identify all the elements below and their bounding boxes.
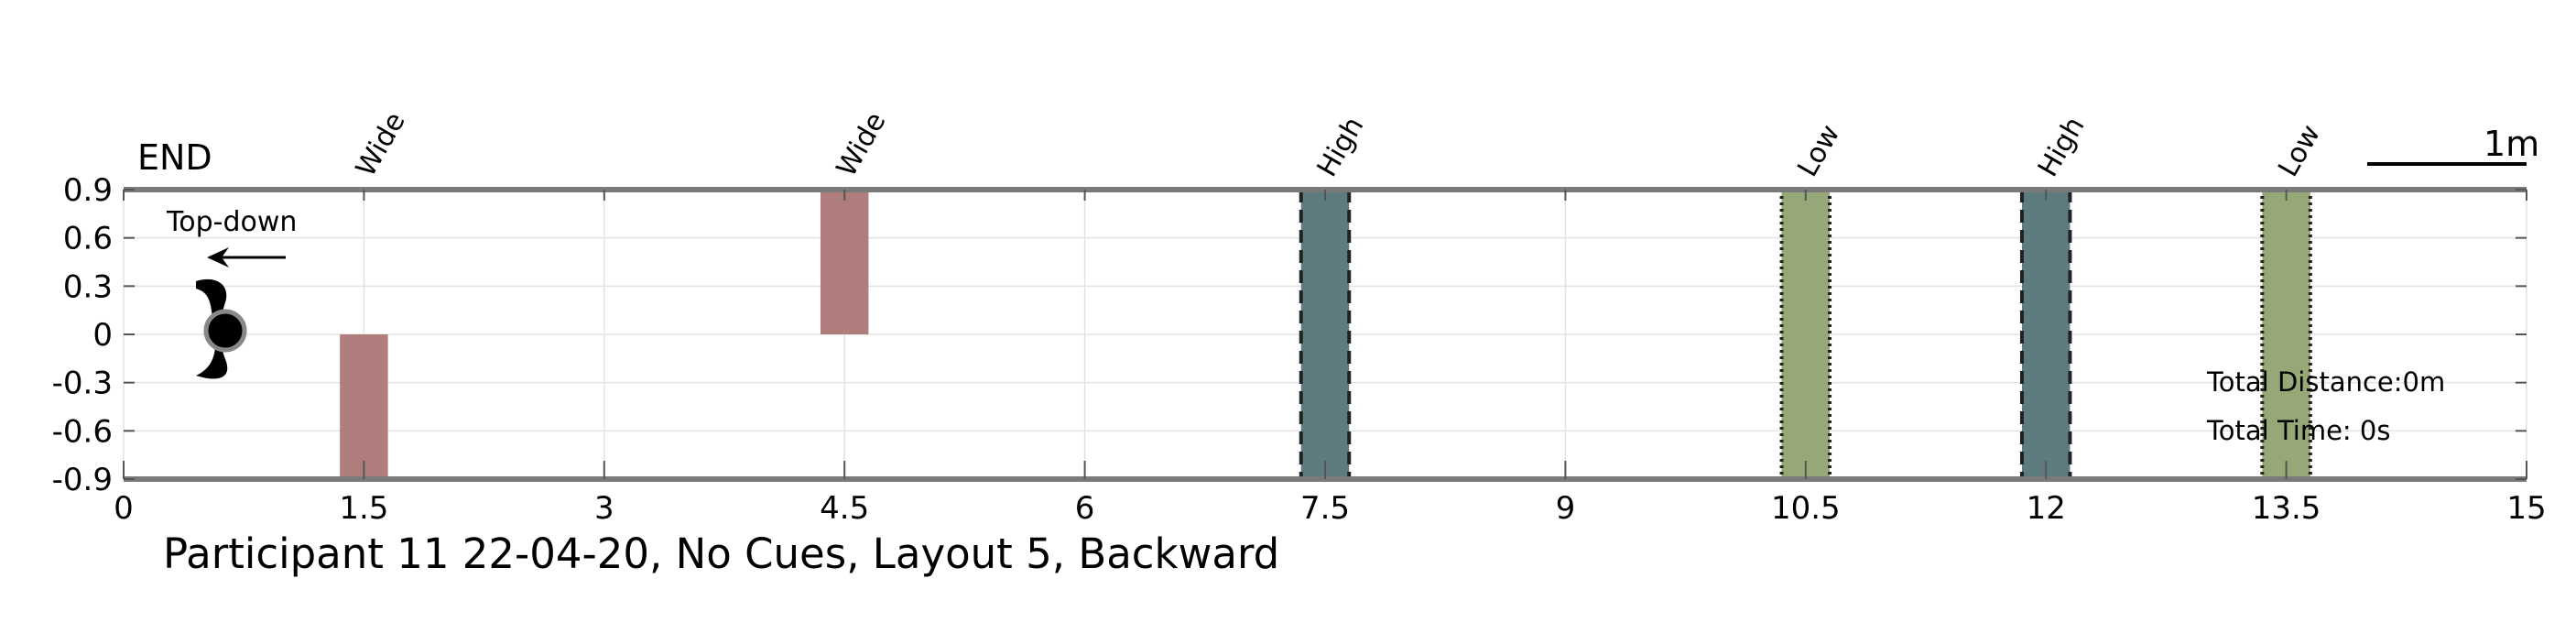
obstacle-bar — [1300, 190, 1350, 479]
view-label: Top-down — [167, 206, 298, 238]
total-distance-label: Total Distance:0m — [2207, 366, 2446, 398]
x-tick-label: 12 — [2027, 490, 2066, 527]
x-tick-label: 13.5 — [2252, 490, 2321, 527]
direction-arrow-icon — [207, 247, 286, 267]
y-tick-label: -0.6 — [52, 413, 113, 450]
walker-icon — [196, 278, 247, 379]
obstacle-bar — [2021, 190, 2071, 479]
x-tick-label: 1.5 — [339, 490, 388, 527]
x-tick-label: 0 — [114, 490, 134, 527]
y-tick-label: 0.9 — [63, 172, 113, 209]
obstacle-bars — [340, 188, 2312, 481]
obstacle-label: High — [2032, 112, 2092, 182]
obstacle-bar — [820, 190, 869, 334]
y-tick-label: -0.9 — [52, 462, 113, 498]
total-time-label: Total Time: 0s — [2207, 415, 2391, 446]
x-tick-label: 15 — [2506, 490, 2546, 527]
y-tick-labels: 0.9 0.6 0.3 0 -0.3 -0.6 -0.9 — [52, 172, 113, 498]
y-tick-label: 0 — [92, 317, 113, 354]
walker-body-icon — [196, 278, 228, 379]
x-tick-labels: 0 1.5 3 4.5 6 7.5 9 10.5 12 13.5 15 — [114, 490, 2546, 527]
scale-label: 1m — [2484, 124, 2540, 164]
obstacle-label: High — [1311, 112, 1371, 182]
x-tick-label: 10.5 — [1771, 490, 1841, 527]
x-tick-label: 3 — [594, 490, 614, 527]
y-tick-label: 0.6 — [63, 221, 113, 257]
y-tick-label: 0.3 — [63, 268, 113, 305]
obstacle-label: Wide — [350, 107, 412, 182]
walker-head-icon — [203, 309, 247, 353]
tick-marks — [123, 189, 2527, 480]
obstacle-bar — [2262, 190, 2310, 479]
x-tick-label: 6 — [1075, 490, 1095, 527]
y-tick-label: -0.3 — [52, 366, 113, 402]
x-tick-label: 7.5 — [1300, 490, 1350, 527]
obstacle-bar — [1781, 190, 1831, 479]
obstacle-labels: Wide Wide High Low High Low — [350, 107, 2327, 182]
obstacle-bar — [340, 334, 388, 479]
obstacle-label: Low — [1791, 119, 1846, 182]
x-tick-label: 9 — [1556, 490, 1576, 527]
end-label: END — [137, 137, 212, 178]
chart-title: Participant 11 22-04-20, No Cues, Layout… — [163, 529, 1280, 578]
obstacle-label: Wide — [831, 107, 893, 182]
obstacle-label: Low — [2272, 119, 2327, 182]
x-tick-label: 4.5 — [820, 490, 869, 527]
